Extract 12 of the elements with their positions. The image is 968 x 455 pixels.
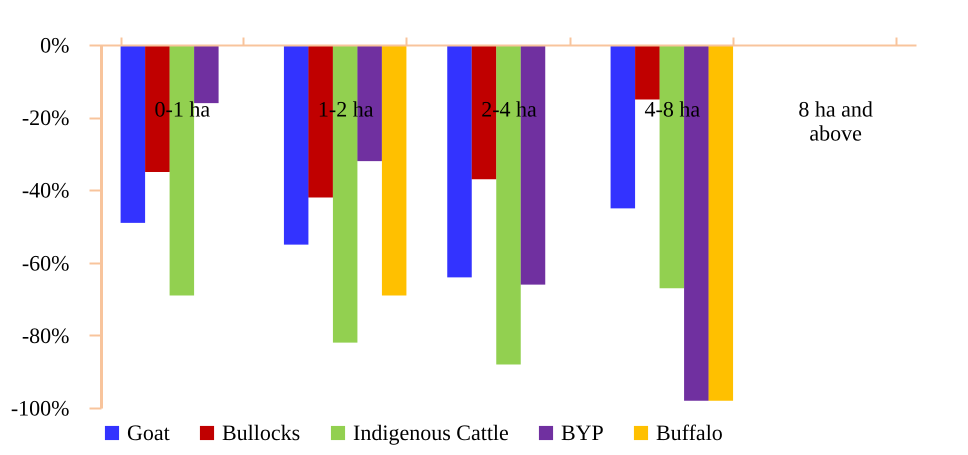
y-tick-label: -40% — [22, 178, 70, 203]
legend-label: Indigenous Cattle — [353, 420, 509, 445]
legend-label: Bullocks — [222, 420, 300, 445]
y-tick-label: -60% — [22, 250, 70, 276]
y-tick-label: -20% — [22, 105, 70, 130]
legend-label: Buffalo — [656, 420, 723, 445]
legend-label: Goat — [127, 420, 170, 445]
y-tick-label: -100% — [10, 396, 70, 420]
y-tick-label: 0% — [40, 32, 70, 58]
y-tick-label: -80% — [22, 322, 70, 348]
legend-label: BYP — [561, 420, 604, 445]
x-tick-label: 8 ha and above — [798, 96, 873, 146]
